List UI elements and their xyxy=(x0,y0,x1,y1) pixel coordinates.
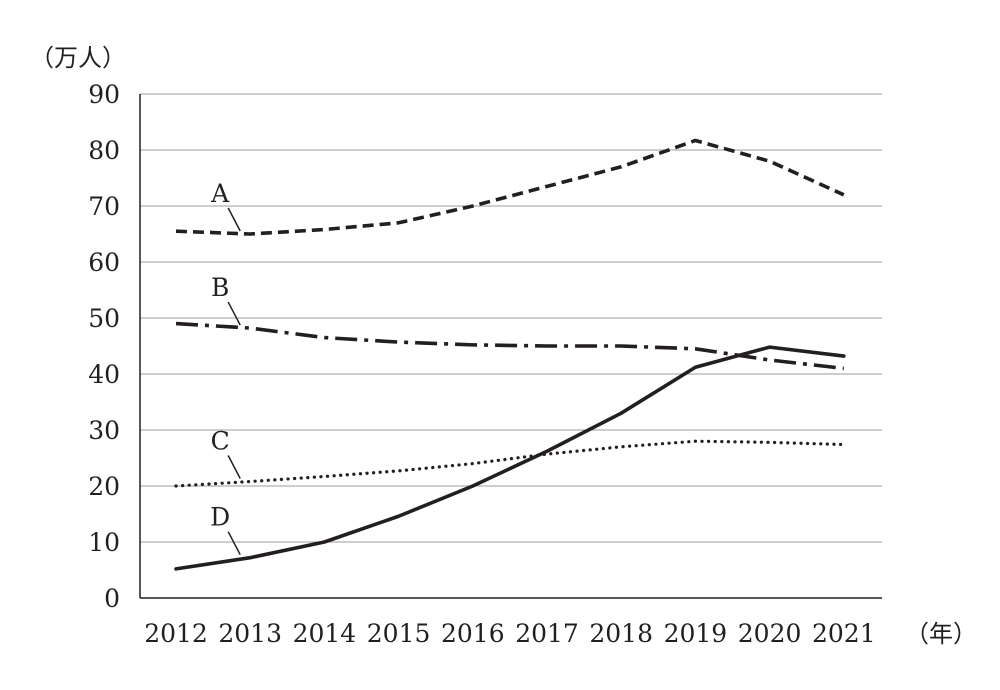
y-tick-label: 40 xyxy=(88,360,120,389)
y-tick-label: 60 xyxy=(88,248,120,277)
y-tick-label: 80 xyxy=(88,136,120,165)
series-label-leader xyxy=(227,455,241,479)
x-tick-label: 2015 xyxy=(367,619,431,648)
series-line-b xyxy=(175,321,845,371)
y-tick-label: 90 xyxy=(88,80,120,109)
y-tick-label: 70 xyxy=(88,192,120,221)
series-label-b: B xyxy=(211,273,229,302)
series-line-c xyxy=(174,439,846,488)
y-tick-labels: 0 10 20 30 40 50 60 70 80 90 xyxy=(88,80,120,613)
series-label-a: A xyxy=(210,179,230,208)
x-tick-label: 2017 xyxy=(515,619,579,648)
series-label-c: C xyxy=(211,427,230,456)
x-tick-labels: 2012 2013 2014 2015 2016 2017 2018 2019 2020 2021 xyxy=(144,619,875,648)
x-tick-label: 2012 xyxy=(144,619,208,648)
axes xyxy=(139,94,882,599)
x-axis-title: （年） xyxy=(905,620,977,648)
x-tick-label: 2021 xyxy=(812,619,876,648)
series-labels: A B C D xyxy=(210,179,241,556)
series-line-a xyxy=(175,138,845,236)
gridlines xyxy=(140,93,882,543)
series-label-d: D xyxy=(210,503,230,532)
x-tick-label: 2013 xyxy=(218,619,282,648)
series-line-d xyxy=(174,345,846,571)
y-tick-label: 0 xyxy=(104,584,120,613)
series-label-leader xyxy=(227,301,241,326)
series-label-leader xyxy=(227,531,241,556)
y-tick-label: 20 xyxy=(88,472,120,501)
y-tick-label: 30 xyxy=(88,416,120,445)
y-axis-title: （万人） xyxy=(30,44,126,72)
x-tick-label: 2020 xyxy=(738,619,802,648)
x-tick-label: 2014 xyxy=(293,619,357,648)
series-label-leader xyxy=(227,207,241,232)
x-tick-label: 2019 xyxy=(664,619,728,648)
y-tick-label: 10 xyxy=(88,528,120,557)
x-tick-label: 2018 xyxy=(589,619,653,648)
series-lines xyxy=(174,138,846,571)
y-tick-label: 50 xyxy=(88,304,120,333)
x-tick-label: 2016 xyxy=(441,619,505,648)
